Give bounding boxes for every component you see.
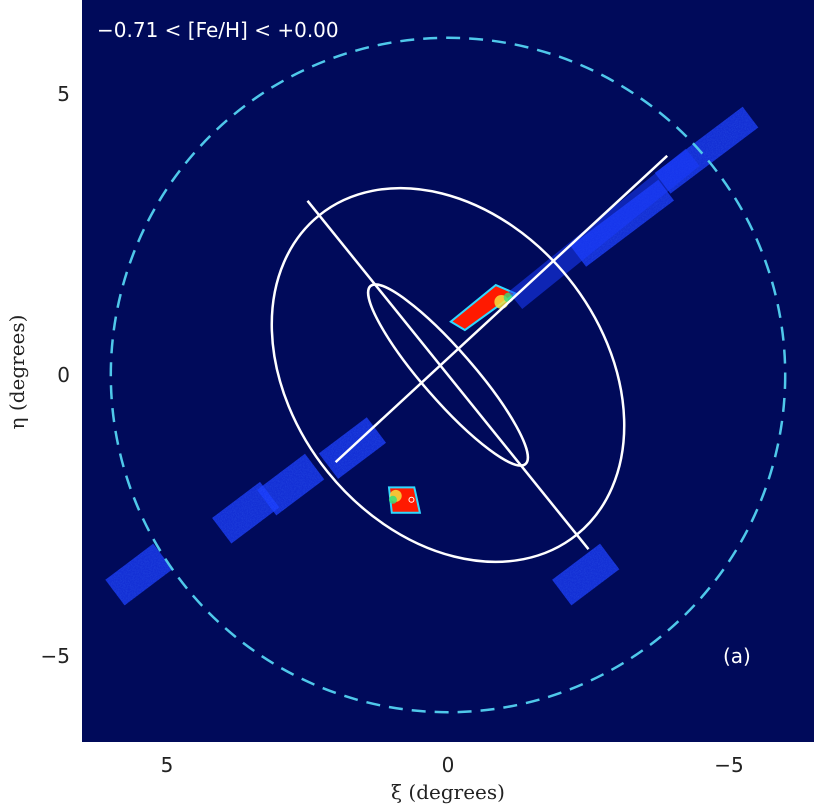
- density-region-4: [257, 453, 325, 516]
- panel-label: (a): [723, 644, 751, 668]
- x-axis-label: ξ (degrees): [391, 780, 505, 804]
- density-region-9: [552, 543, 620, 606]
- boundary-circle: [109, 36, 787, 714]
- density-strip-nw: [508, 148, 700, 309]
- metallicity-range-label: −0.71 < [Fe/H] < +0.00: [97, 18, 339, 42]
- disk-ellipse-outer: [270, 186, 626, 564]
- plot-background: [82, 0, 814, 742]
- x-tick-label: −5: [714, 753, 743, 777]
- y-tick-labels: 5 0 −5: [41, 82, 70, 668]
- x-tick-label: 5: [161, 753, 174, 777]
- overlay-layer: [109, 36, 787, 714]
- minor-axis-line: [334, 154, 669, 464]
- disk-ellipse-inner: [366, 283, 530, 467]
- y-tick-label: 5: [57, 82, 70, 106]
- density-region-6: [105, 543, 173, 606]
- y-tick-label: −5: [41, 644, 70, 668]
- density-region-5: [212, 481, 280, 544]
- x-tick-label: 0: [442, 753, 455, 777]
- x-tick-labels: 5 0 −5: [161, 753, 744, 777]
- density-region-2: [387, 486, 422, 514]
- major-axis-line: [306, 199, 590, 551]
- y-axis-label: η (degrees): [5, 315, 29, 430]
- y-tick-label: 0: [57, 363, 70, 387]
